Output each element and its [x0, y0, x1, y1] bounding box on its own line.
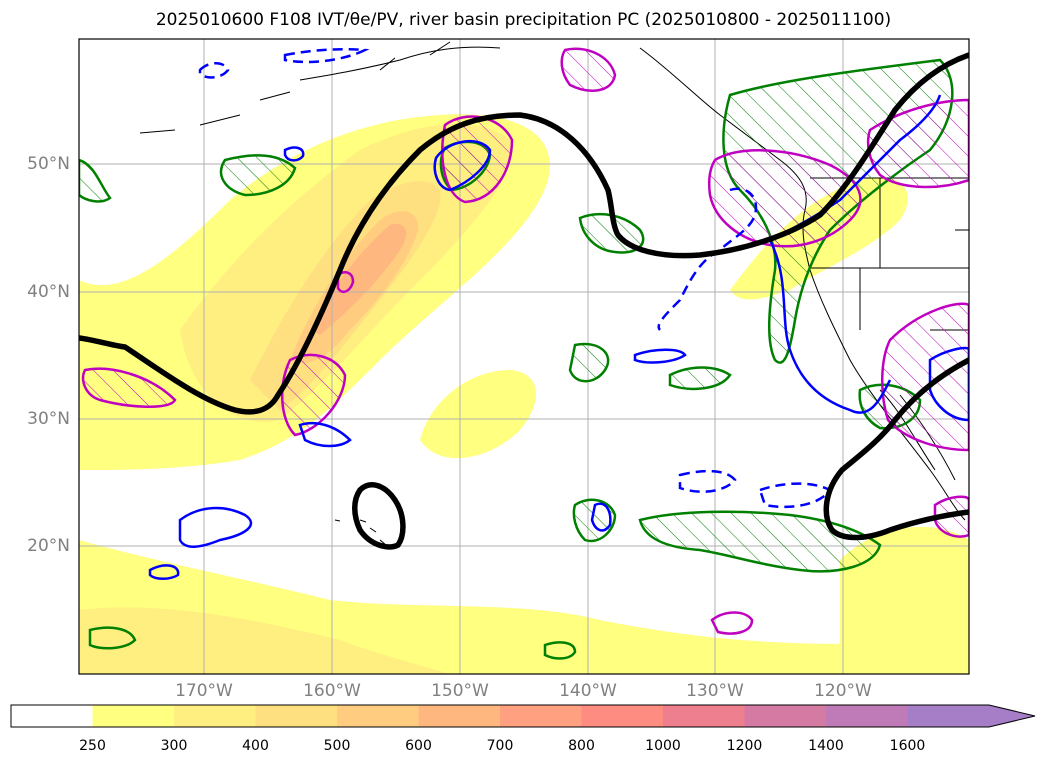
blue-contour-trough [298, 421, 352, 448]
blue-contour-dashed-sub2 [758, 482, 832, 509]
magenta-region-upper-right [866, 98, 969, 189]
colorbar-tick-label: 400 [242, 738, 269, 754]
colorbar-tick-label: 600 [405, 738, 432, 754]
lon-label-140w: 140°W [559, 681, 617, 701]
colorbar-tick-label: 1600 [889, 738, 926, 754]
lon-label-170w: 170°W [175, 681, 233, 701]
green-region-subtropical [638, 510, 882, 573]
alaska-coast [139, 41, 501, 134]
lat-label-20n: 20°N [27, 536, 70, 556]
jet-contour-south [823, 357, 969, 541]
ivt-300-south [79, 607, 450, 674]
colorbar-segment [663, 705, 745, 727]
colorbar-segment [337, 705, 419, 727]
blue-contour-aleutian [283, 146, 305, 162]
colorbar-segment [418, 705, 501, 727]
colorbar-segment [907, 705, 990, 727]
map-frame [78, 38, 970, 675]
colorbar-tick-label: 250 [79, 738, 106, 754]
magenta-region-lat40 [336, 271, 355, 294]
magenta-region-west [81, 367, 177, 408]
lon-label-160w: 160°W [303, 681, 361, 701]
jet-contours [79, 52, 969, 550]
colorbar-segment [174, 705, 256, 727]
blue-contour-mid [633, 348, 687, 364]
magenta-region-alaska [560, 47, 617, 92]
colorbar-segment [92, 705, 175, 727]
colorbar-tick-label: 1400 [808, 738, 844, 754]
colorbar-segment [826, 705, 908, 727]
lat-label-50n: 50°N [27, 154, 70, 174]
colorbar-tick-label: 800 [568, 738, 595, 754]
colorbar-extend-arrow [989, 705, 1035, 727]
hawaii-islands [334, 519, 387, 546]
ivt-600-core [310, 223, 407, 335]
lat-label-30n: 30°N [27, 409, 70, 429]
ivt-250-central-blob [420, 370, 537, 459]
colorbar-segment [255, 705, 338, 727]
magenta-hatched-regions [81, 47, 969, 635]
magenta-region-coast [707, 149, 862, 248]
green-region-small-1 [543, 641, 577, 660]
colorbar-segment [581, 705, 664, 727]
colorbar [10, 704, 1036, 728]
lon-label-120w: 120°W [814, 681, 872, 701]
colorbar-tick-label: 700 [486, 738, 514, 754]
blue-contour-east [928, 346, 969, 422]
green-region-mid-east [668, 366, 732, 391]
magenta-region-trough [281, 353, 347, 437]
colorbar-tick-label: 300 [160, 738, 188, 754]
blue-contour-jet [433, 139, 492, 192]
lon-label-150w: 150°W [431, 681, 489, 701]
blue-contour-dashed-1 [198, 62, 230, 79]
jet-contour-main [79, 52, 969, 415]
green-region-aleutian [219, 154, 297, 197]
blue-contour-dashed-sub [678, 469, 737, 493]
ivt-250-east [840, 526, 969, 674]
colorbar-tick-label: 500 [323, 738, 351, 754]
blue-contour-sub-small [590, 502, 612, 532]
blue-contour-dashed-2 [283, 47, 370, 64]
graticule [79, 39, 969, 674]
blue-contour-lat20 [178, 506, 253, 548]
green-region-nw [79, 158, 112, 203]
blue-contour-lat15 [148, 564, 180, 580]
lon-label-130w: 130°W [686, 681, 744, 701]
colorbar-segment [11, 705, 93, 727]
magenta-region-small [710, 611, 754, 635]
lat-label-40n: 40°N [27, 282, 70, 302]
colorbar-tick-label: 1000 [645, 738, 681, 754]
map-title: 2025010600 F108 IVT/θe/PV, river basin p… [155, 10, 892, 30]
magenta-region-baja [881, 302, 969, 452]
colorbar-segment [500, 705, 582, 727]
green-region-central [568, 342, 610, 383]
green-region-sw [88, 626, 137, 650]
colorbar-tick-label: 1200 [726, 738, 763, 754]
colorbar-outline [10, 704, 1036, 728]
jet-contour-cutoff [352, 482, 406, 550]
colorbar-segment [744, 705, 827, 727]
